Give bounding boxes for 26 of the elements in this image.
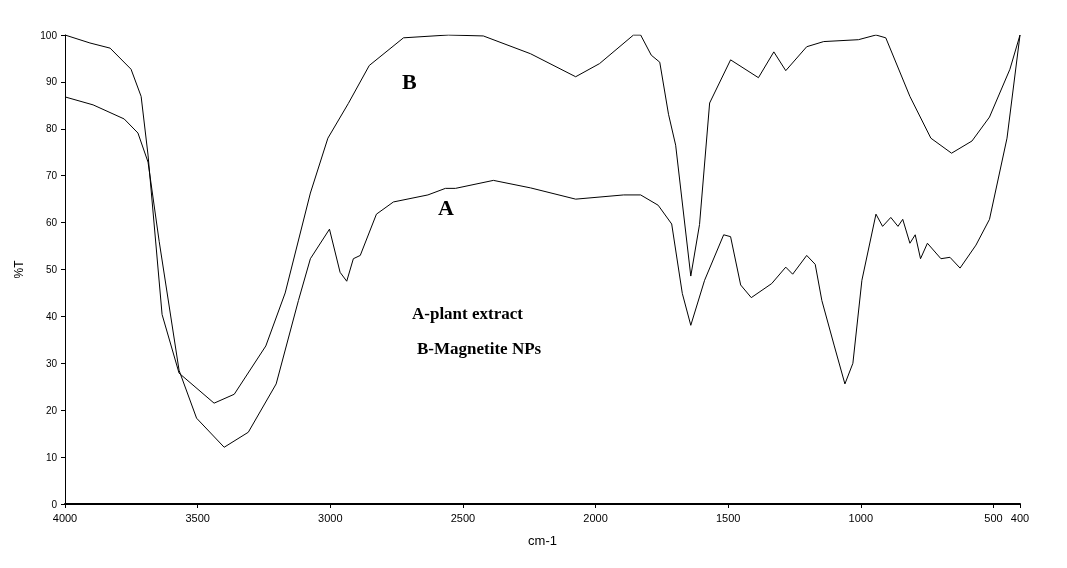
annotation: A-plant extract	[412, 304, 524, 323]
y-axis-title: %T	[12, 259, 26, 279]
y-tick-label: 100	[40, 29, 58, 41]
x-tick-label: 500	[984, 511, 1003, 524]
y-tick-label: 30	[45, 357, 58, 369]
annotation: B-Magnetite NPs	[417, 339, 542, 358]
x-axis-title: cm-1	[528, 533, 557, 548]
x-tick-label: 3500	[185, 511, 210, 524]
y-tick-label: 50	[45, 264, 58, 275]
y-tick-label: 10	[45, 451, 58, 463]
annotation: B	[402, 68, 417, 94]
x-tick-label: 1500	[715, 511, 741, 524]
y-tick-label: 70	[45, 170, 58, 182]
x-tick-label: 2000	[583, 511, 608, 524]
x-tick-label: 400	[1010, 511, 1030, 524]
y-tick-label: 80	[45, 123, 58, 135]
x-tick-label: 4000	[52, 511, 78, 524]
y-tick-label: 0	[51, 498, 58, 510]
x-tick-label: 2500	[450, 511, 476, 524]
y-tick-label: 90	[45, 76, 58, 88]
x-tick-label: 1000	[848, 511, 874, 524]
y-tick-label: 20	[45, 404, 58, 416]
annotation: A	[438, 194, 454, 220]
x-tick-label: 3000	[318, 511, 343, 524]
y-tick-label: 60	[45, 217, 58, 229]
y-tick-label: 40	[45, 310, 58, 322]
